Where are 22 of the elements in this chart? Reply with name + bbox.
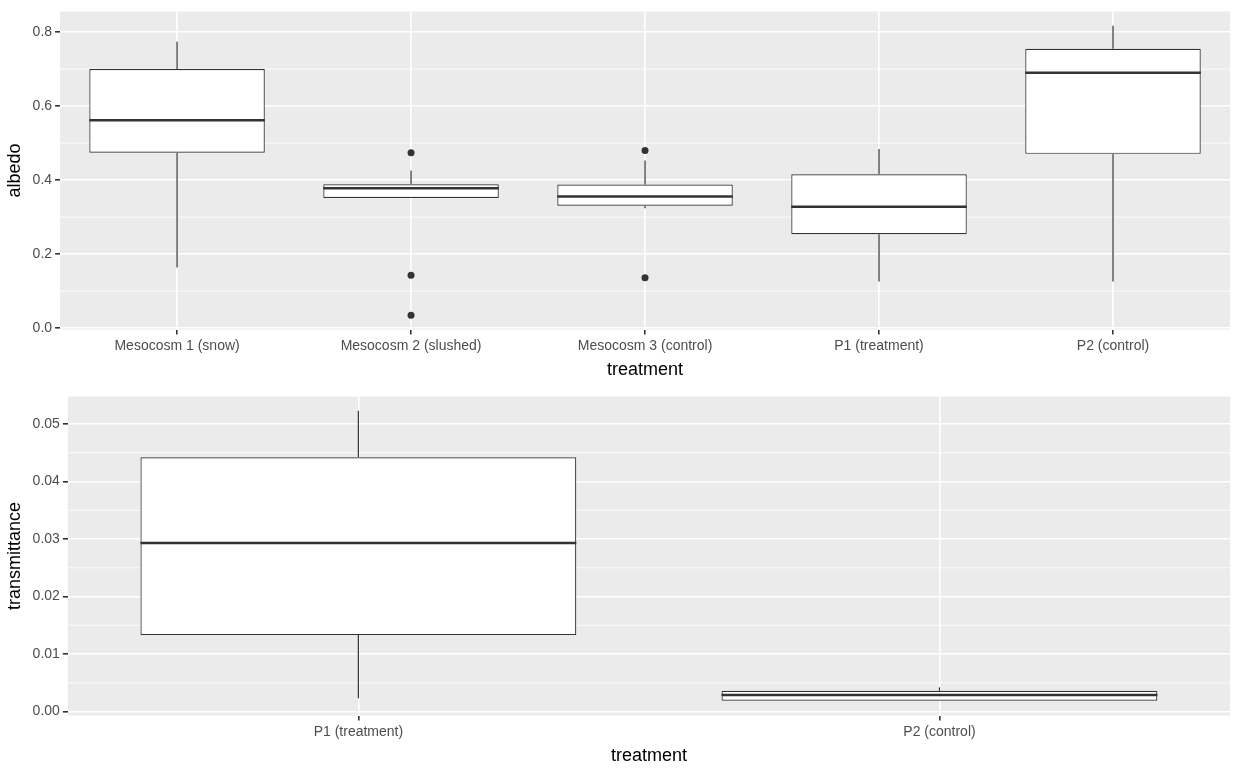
y-tick-label: 0.0 [32, 318, 53, 335]
y-tick-label: 0.02 [32, 587, 61, 604]
y-axis-title: albedo [3, 143, 24, 198]
y-tick-label: 0.00 [32, 702, 61, 719]
y-tick-label: 0.04 [32, 472, 61, 489]
x-tick-label: Mesocosm 1 (snow) [114, 336, 240, 353]
x-axis-title: treatment [607, 359, 684, 380]
x-tick-label: P2 (control) [903, 722, 976, 739]
y-tick-label: 0.2 [32, 244, 53, 261]
y-tick-label: 0.6 [32, 96, 53, 113]
x-tick-label: P1 (treatment) [834, 336, 924, 353]
x-tick-label: Mesocosm 2 (slushed) [340, 336, 482, 353]
x-axis-title: treatment [610, 745, 687, 766]
y-tick-label: 0.01 [32, 644, 61, 661]
y-tick-label: 0.03 [32, 529, 61, 546]
x-tick-label: P2 (control) [1076, 336, 1150, 353]
y-tick-label: 0.8 [32, 22, 53, 39]
y-axis-title: transmittance [3, 501, 24, 611]
x-tick-label: P1 (treatment) [313, 722, 404, 739]
y-tick-label: 0.4 [32, 170, 53, 187]
x-tick-label: Mesocosm 3 (control) [577, 336, 713, 353]
y-tick-label: 0.05 [32, 414, 61, 431]
